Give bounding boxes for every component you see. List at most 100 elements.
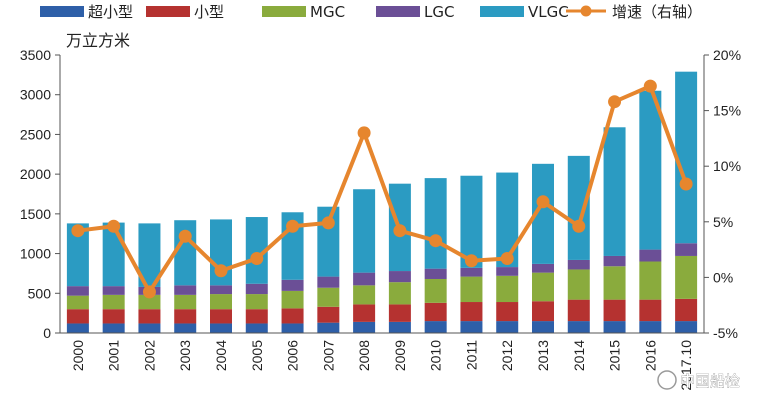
bar-segment bbox=[639, 299, 662, 322]
bar-segment bbox=[353, 189, 376, 273]
bar-segment bbox=[424, 268, 447, 279]
right-tick-label: 0% bbox=[713, 269, 733, 285]
bar-segment bbox=[460, 175, 483, 268]
bar-segment bbox=[675, 298, 698, 322]
left-axis: 0 500 1000 1500 2000 2500 3000 3500 bbox=[20, 47, 60, 341]
x-tick-label: 2003 bbox=[177, 340, 193, 371]
bar-segment bbox=[245, 283, 268, 295]
bar-segment bbox=[639, 261, 662, 300]
bar-segment bbox=[281, 323, 304, 333]
axis-lines bbox=[59, 55, 705, 334]
bar-segment bbox=[424, 178, 447, 269]
legend-swatch bbox=[262, 6, 306, 17]
right-tick-label: -5% bbox=[713, 325, 738, 341]
left-tick-label: 2000 bbox=[20, 166, 51, 182]
x-tick-label: 2002 bbox=[141, 340, 157, 371]
growth-point bbox=[572, 219, 586, 233]
legend-swatch bbox=[480, 6, 524, 17]
bar-segment bbox=[675, 321, 698, 333]
x-tick-label: 2009 bbox=[392, 340, 408, 371]
legend: 超小型 小型 MGC LGC VLGC 增速（右轴） bbox=[40, 3, 702, 21]
bar-segment bbox=[353, 321, 376, 333]
bar-segment bbox=[281, 308, 304, 324]
left-tick-label: 1000 bbox=[20, 246, 51, 262]
bar-segment bbox=[245, 323, 268, 333]
watermark-text: 中国船检 bbox=[680, 372, 740, 390]
bar-segment bbox=[281, 279, 304, 291]
bar-segment bbox=[567, 259, 590, 270]
bar-segment bbox=[245, 309, 268, 324]
bar-segment bbox=[174, 294, 197, 310]
x-tick-label: 2008 bbox=[356, 340, 372, 371]
bar-segment bbox=[66, 323, 89, 333]
bar-segment bbox=[603, 266, 626, 300]
right-tick-label: 20% bbox=[713, 47, 741, 63]
legend-marker bbox=[580, 5, 592, 17]
bar-segment bbox=[567, 155, 590, 260]
legend-swatch bbox=[376, 6, 420, 17]
watermark-logo-icon bbox=[657, 370, 677, 390]
bar-segment bbox=[210, 285, 232, 295]
bar-segment bbox=[460, 267, 483, 277]
growth-point bbox=[464, 254, 478, 268]
bar-segment bbox=[388, 321, 411, 333]
bar-segment bbox=[603, 321, 626, 333]
bar-segment bbox=[675, 255, 698, 299]
x-tick-label: 2017.10 bbox=[678, 340, 694, 391]
bar-segment bbox=[496, 267, 519, 276]
left-tick-label: 500 bbox=[28, 285, 52, 301]
bar-segment bbox=[603, 127, 626, 256]
bar-segment bbox=[567, 299, 590, 322]
x-tick-label: 2012 bbox=[499, 340, 515, 371]
x-tick-label: 2010 bbox=[428, 340, 444, 371]
bar-segment bbox=[210, 309, 232, 324]
bar-segment bbox=[496, 321, 519, 333]
legend-label: LGC bbox=[424, 3, 454, 21]
growth-point bbox=[71, 224, 85, 238]
bar-segment bbox=[174, 323, 197, 333]
bar-segment bbox=[102, 286, 125, 295]
growth-point bbox=[357, 126, 371, 140]
watermark: 中国船检 bbox=[657, 370, 740, 390]
bar-segment bbox=[66, 309, 89, 324]
bar-segment bbox=[424, 278, 447, 303]
growth-line-path bbox=[77, 84, 688, 294]
bar-segment bbox=[567, 321, 590, 333]
bar-segment bbox=[532, 272, 554, 302]
growth-point bbox=[500, 251, 514, 265]
bar-segment bbox=[353, 285, 376, 305]
bar-segment bbox=[603, 255, 626, 267]
bar-segment bbox=[138, 323, 161, 333]
x-tick-label: 2000 bbox=[70, 340, 86, 371]
bar-segment bbox=[245, 217, 268, 284]
legend-label: 超小型 bbox=[88, 3, 133, 21]
bar-segment bbox=[138, 294, 161, 310]
x-tick-label: 2001 bbox=[106, 340, 122, 371]
bar-segment bbox=[639, 90, 662, 250]
bar-segment bbox=[532, 301, 554, 322]
bar-segment bbox=[102, 309, 125, 324]
bar-segment bbox=[102, 323, 125, 333]
left-tick-label: 0 bbox=[43, 325, 51, 341]
left-tick-label: 3500 bbox=[20, 47, 51, 63]
bar-segment bbox=[460, 276, 483, 303]
bar-segment bbox=[496, 275, 519, 303]
bar-segment bbox=[460, 321, 483, 333]
bar-segment bbox=[496, 172, 519, 268]
growth-point bbox=[286, 219, 300, 233]
bar-segment bbox=[210, 294, 232, 310]
growth-point bbox=[393, 224, 407, 238]
bar-segment bbox=[353, 272, 376, 286]
x-tick-label: 2015 bbox=[607, 340, 623, 371]
x-tick-label: 2007 bbox=[320, 340, 336, 371]
right-tick-label: 10% bbox=[713, 158, 741, 174]
x-tick-label: 2011 bbox=[463, 340, 479, 370]
bar-segment bbox=[603, 299, 626, 322]
legend-label: MGC bbox=[310, 3, 345, 21]
bar-segment bbox=[639, 321, 662, 333]
bar-stacks bbox=[66, 71, 698, 333]
growth-point bbox=[178, 229, 192, 243]
legend-swatch bbox=[40, 6, 84, 17]
bar-segment bbox=[424, 302, 447, 322]
bar-segment bbox=[66, 295, 89, 310]
